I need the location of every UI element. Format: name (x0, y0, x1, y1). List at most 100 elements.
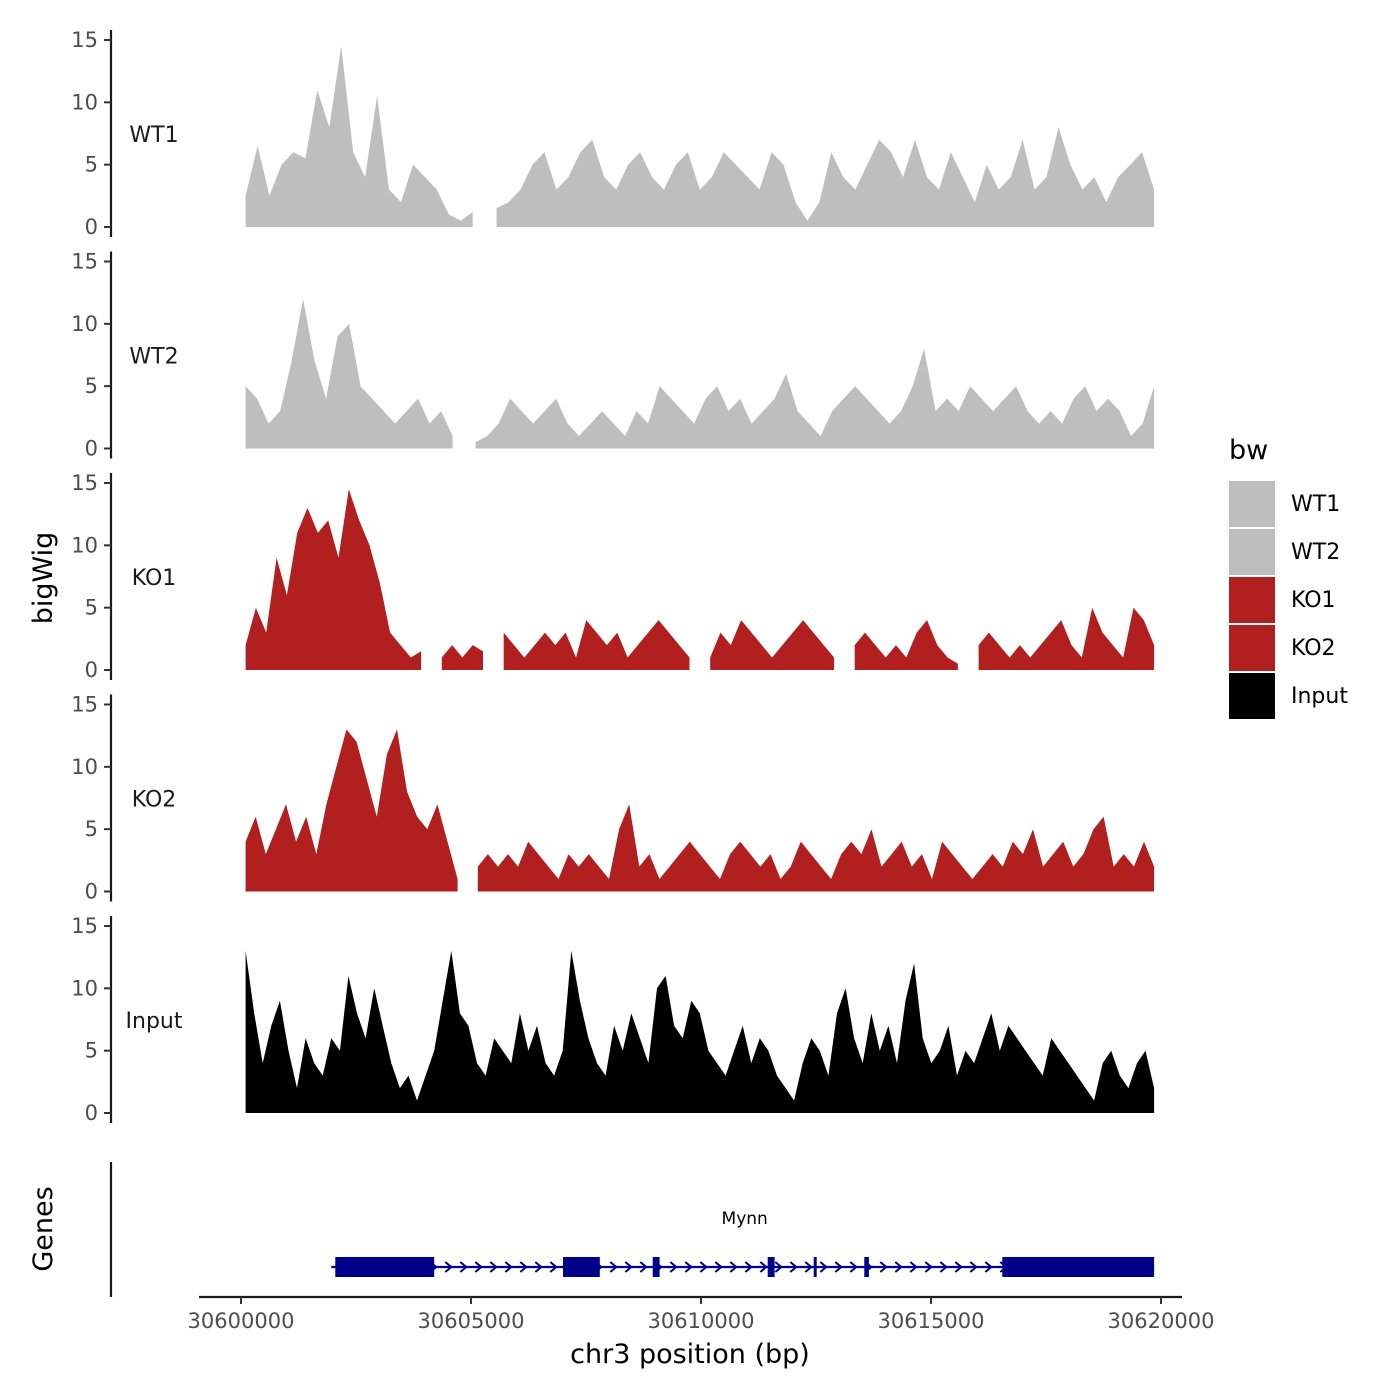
strand-arrow (894, 1261, 903, 1273)
genes-axis-title: Genes (28, 1186, 59, 1271)
gene-exon (864, 1257, 869, 1277)
y-tick-label: 10 (71, 976, 98, 1000)
strand-arrow (534, 1261, 543, 1273)
strand-arrow (489, 1261, 498, 1273)
y-tick-label: 15 (71, 28, 98, 52)
track-label-wt1: WT1 (129, 123, 178, 148)
strand-arrow (684, 1261, 693, 1273)
legend-key-ko2 (1229, 625, 1275, 671)
legend-label-wt2: WT2 (1291, 540, 1340, 565)
x-tick-label: 30600000 (188, 1309, 295, 1333)
gene-exon (652, 1257, 660, 1277)
y-tick-label: 0 (85, 880, 98, 904)
strand-arrow (834, 1261, 843, 1273)
gene-name-label: Mynn (722, 1209, 768, 1229)
track-panels: 0 5 10 15 WT1 0 5 10 15 WT2 0 5 10 15 KO1 0 5 10 15 KO2 0 5 10… (71, 28, 1155, 1125)
legend: bw WT1 WT2 KO1 KO2 Input (1229, 435, 1348, 719)
x-tick-label: 30615000 (878, 1309, 985, 1333)
strand-arrow (639, 1261, 648, 1273)
x-tick-label: 30620000 (1108, 1309, 1215, 1333)
x-axis: 30600000 30605000 30610000 30615000 30620000 (188, 1295, 1215, 1333)
gene-exon (563, 1257, 600, 1277)
legend-key-wt2 (1229, 529, 1275, 575)
y-axis-title: bigWig (28, 532, 59, 625)
legend-label-ko1: KO1 (1291, 588, 1336, 613)
signal-area-ko1 (441, 645, 483, 670)
strand-arrow (669, 1261, 678, 1273)
strand-arrow (729, 1261, 738, 1273)
y-tick-label: 10 (71, 90, 98, 114)
genes-panel: Genes Mynn (28, 1162, 1155, 1297)
strand-arrow (984, 1261, 993, 1273)
track-label-ko2: KO2 (132, 788, 177, 813)
signal-area-input (245, 950, 1155, 1113)
x-tick-label: 30605000 (418, 1309, 525, 1333)
track-panel-wt2: 0 5 10 15 WT2 (71, 250, 1155, 461)
y-tick-label: 15 (71, 250, 98, 274)
track-label-ko1: KO1 (132, 566, 177, 591)
y-tick-label: 15 (71, 471, 98, 495)
gene-exon (767, 1257, 775, 1277)
strand-arrow (819, 1261, 828, 1273)
strand-arrow (744, 1261, 753, 1273)
strand-arrow (759, 1261, 768, 1273)
y-tick-label: 5 (85, 817, 98, 841)
y-tick-label: 0 (85, 437, 98, 461)
gene-exon (1002, 1257, 1155, 1277)
y-tick-label: 15 (71, 693, 98, 717)
strand-arrow (459, 1261, 468, 1273)
strand-arrow (909, 1261, 918, 1273)
track-panel-wt1: 0 5 10 15 WT1 (71, 28, 1155, 239)
strand-arrow (519, 1261, 528, 1273)
strand-arrow (969, 1261, 978, 1273)
strand-arrow (549, 1261, 558, 1273)
legend-key-input (1229, 673, 1275, 719)
signal-area-ko1 (245, 489, 422, 670)
strand-arrow (609, 1261, 618, 1273)
signal-area-wt1 (496, 127, 1155, 227)
signal-area-ko1 (978, 607, 1155, 670)
signal-area-ko1 (854, 620, 958, 670)
signal-area-wt2 (475, 348, 1155, 449)
y-tick-label: 5 (85, 1039, 98, 1063)
legend-label-wt1: WT1 (1291, 492, 1340, 517)
strand-arrow (444, 1261, 453, 1273)
strand-arrow (789, 1261, 798, 1273)
y-tick-label: 0 (85, 215, 98, 239)
x-axis-title: chr3 position (bp) (570, 1339, 810, 1370)
strand-arrow (714, 1261, 723, 1273)
strand-arrow (879, 1261, 888, 1273)
gene-model (331, 1257, 1155, 1277)
track-label-wt2: WT2 (129, 345, 178, 370)
strand-arrow (924, 1261, 933, 1273)
signal-area-ko1 (503, 620, 690, 670)
y-tick-label: 5 (85, 596, 98, 620)
signal-area-wt1 (245, 46, 473, 228)
track-panel-ko1: 0 5 10 15 KO1 (71, 471, 1155, 682)
y-tick-label: 5 (85, 153, 98, 177)
signal-area-ko2 (245, 729, 458, 892)
legend-key-ko1 (1229, 577, 1275, 623)
strand-arrow (474, 1261, 483, 1273)
strand-arrow (939, 1261, 948, 1273)
y-tick-label: 0 (85, 1101, 98, 1125)
y-tick-label: 0 (85, 658, 98, 682)
y-tick-label: 15 (71, 914, 98, 938)
gene-exon (335, 1257, 435, 1277)
legend-key-wt1 (1229, 481, 1275, 527)
legend-label-ko2: KO2 (1291, 636, 1336, 661)
y-tick-label: 10 (71, 755, 98, 779)
signal-area-ko1 (710, 620, 835, 670)
y-tick-label: 10 (71, 533, 98, 557)
x-tick-label: 30610000 (648, 1309, 755, 1333)
strand-arrow (804, 1261, 813, 1273)
track-panel-ko2: 0 5 10 15 KO2 (71, 693, 1155, 904)
strand-arrow (699, 1261, 708, 1273)
strand-arrow (849, 1261, 858, 1273)
signal-area-ko2 (477, 804, 1155, 892)
strand-arrow (954, 1261, 963, 1273)
y-tick-label: 10 (71, 312, 98, 336)
strand-arrow (774, 1261, 783, 1273)
track-panel-input: 0 5 10 15 Input (71, 914, 1155, 1125)
